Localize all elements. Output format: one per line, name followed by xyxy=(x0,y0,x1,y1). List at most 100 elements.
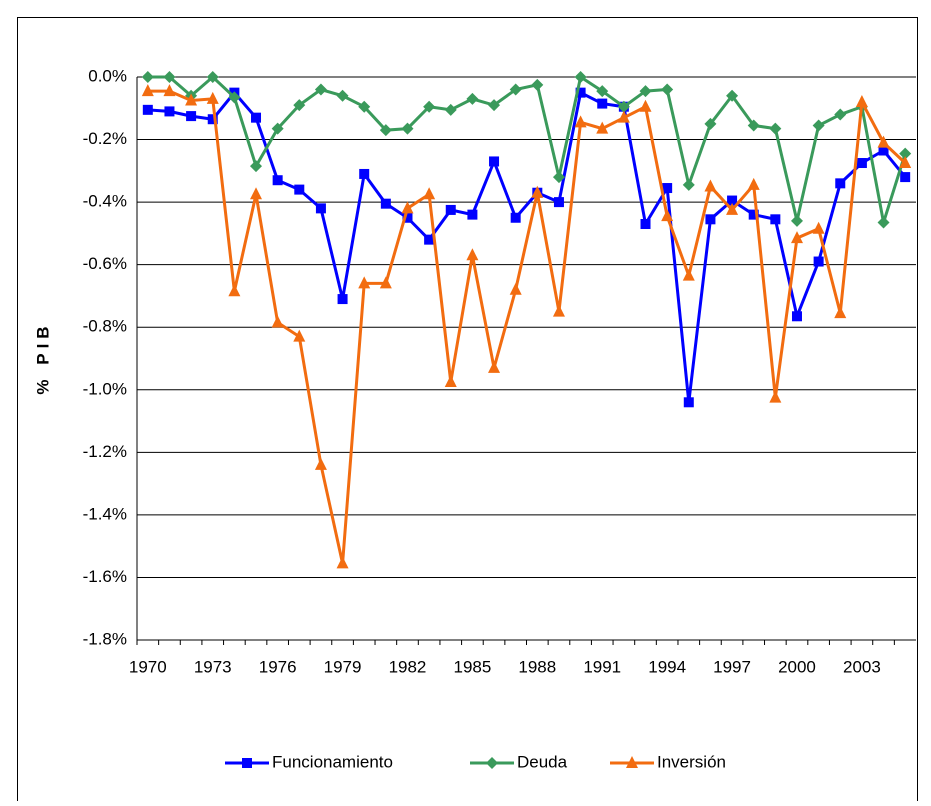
x-tick-label: 1973 xyxy=(194,657,232,676)
data-point xyxy=(747,119,760,132)
data-point xyxy=(552,171,565,184)
legend-marker xyxy=(626,756,638,768)
data-point xyxy=(877,135,890,148)
data-point xyxy=(683,397,694,408)
data-point xyxy=(359,168,370,179)
y-tick-label: -1.4% xyxy=(83,504,127,523)
data-point xyxy=(337,294,348,305)
data-point xyxy=(617,110,630,123)
x-tick-label: 1982 xyxy=(389,657,427,676)
x-tick-label: 1988 xyxy=(518,657,556,676)
y-tick-label: -0.8% xyxy=(83,317,127,336)
data-point xyxy=(770,214,781,225)
legend-label: Deuda xyxy=(517,752,568,771)
data-point xyxy=(228,284,241,297)
x-tick-label: 1997 xyxy=(713,657,751,676)
data-point xyxy=(834,108,847,121)
data-point xyxy=(163,84,176,97)
legend-marker xyxy=(486,757,498,769)
data-point xyxy=(401,201,414,214)
data-point xyxy=(293,329,306,342)
data-point xyxy=(379,124,392,137)
data-point xyxy=(228,91,241,104)
data-point xyxy=(467,209,478,220)
data-point xyxy=(790,231,803,244)
data-point xyxy=(489,156,500,167)
data-point xyxy=(531,185,544,198)
legend-label: Funcionamiento xyxy=(272,752,393,771)
data-point xyxy=(207,114,218,125)
y-tick-label: -0.6% xyxy=(83,254,127,273)
data-point xyxy=(336,556,349,569)
data-point xyxy=(661,209,674,222)
data-point xyxy=(878,145,889,156)
data-point xyxy=(141,84,154,97)
data-point xyxy=(900,172,911,183)
data-point xyxy=(314,457,327,470)
data-point xyxy=(444,103,457,116)
x-tick-label: 2000 xyxy=(778,657,816,676)
data-point xyxy=(552,304,565,317)
data-point xyxy=(251,112,262,123)
data-point xyxy=(336,89,349,102)
x-tick-label: 2003 xyxy=(843,657,881,676)
data-point xyxy=(206,91,219,104)
data-point xyxy=(812,221,825,234)
data-point xyxy=(510,212,521,223)
data-point xyxy=(812,119,825,132)
data-point xyxy=(856,158,867,169)
data-point xyxy=(380,198,391,209)
x-tick-label: 1991 xyxy=(583,657,621,676)
data-point xyxy=(639,99,652,112)
data-point xyxy=(466,92,479,105)
data-point xyxy=(186,111,197,122)
data-point xyxy=(271,122,284,135)
data-point xyxy=(314,83,327,96)
legend-label: Inversión xyxy=(657,752,726,771)
data-point xyxy=(855,95,868,108)
data-point xyxy=(250,160,263,173)
data-point xyxy=(553,197,564,208)
data-point xyxy=(747,177,760,190)
data-point xyxy=(726,89,739,102)
data-point xyxy=(596,121,609,134)
y-tick-label: -1.0% xyxy=(83,379,127,398)
y-axis-title: % PIB xyxy=(33,321,52,394)
data-point xyxy=(661,83,674,96)
data-point xyxy=(662,183,673,194)
data-point xyxy=(315,203,326,214)
data-point xyxy=(271,315,284,328)
data-point xyxy=(488,99,501,112)
data-point xyxy=(726,202,739,215)
data-point xyxy=(899,156,912,169)
series-line xyxy=(147,90,907,403)
x-tick-label: 1979 xyxy=(324,657,362,676)
data-point xyxy=(358,276,371,289)
data-point xyxy=(379,276,392,289)
y-tick-label: -1.8% xyxy=(83,629,127,648)
data-point xyxy=(250,187,263,200)
y-tick-label: -1.6% xyxy=(83,567,127,586)
data-point xyxy=(185,93,198,106)
data-point xyxy=(206,71,219,83)
y-tick-label: -0.4% xyxy=(83,192,127,211)
data-point xyxy=(445,204,456,215)
data-point xyxy=(444,374,457,387)
data-point xyxy=(835,178,846,189)
data-point xyxy=(423,187,436,200)
data-point xyxy=(401,122,414,135)
data-point xyxy=(424,234,435,245)
data-point xyxy=(142,104,153,115)
data-point xyxy=(617,100,630,113)
data-point xyxy=(575,87,586,98)
data-point xyxy=(596,85,609,98)
data-point xyxy=(877,216,890,229)
data-point xyxy=(574,71,587,83)
x-tick-label: 1970 xyxy=(129,657,167,676)
data-point xyxy=(748,209,759,220)
data-point xyxy=(509,83,522,96)
data-point xyxy=(531,78,544,91)
data-point xyxy=(597,98,608,109)
data-point xyxy=(682,178,695,191)
data-point xyxy=(402,212,413,223)
